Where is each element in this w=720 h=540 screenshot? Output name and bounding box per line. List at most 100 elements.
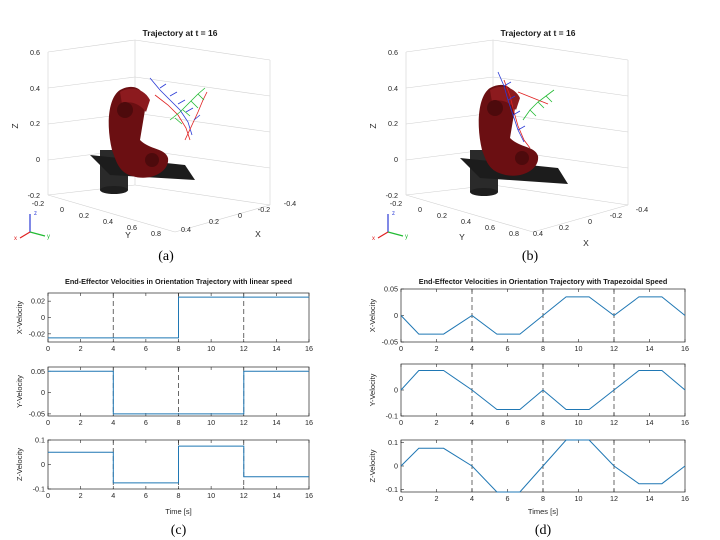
panel-b-x-tick: 0 xyxy=(588,217,592,226)
panel-a-x-tick: -0.4 xyxy=(284,199,296,208)
series-line-y-velocity xyxy=(48,370,309,415)
triad-x-label: x xyxy=(372,236,375,242)
panel-b-triad: z y x xyxy=(372,211,408,242)
panel-b-y-label: Y xyxy=(459,232,465,242)
panel-a-robot xyxy=(90,86,195,194)
panel-b-caption: (b) xyxy=(522,249,539,264)
panel-a-x-tick: 0.2 xyxy=(209,217,219,226)
x-tick-label: 12 xyxy=(240,491,248,500)
y-tick-label: -0.1 xyxy=(33,485,45,494)
x-tick-label: 16 xyxy=(305,418,313,427)
y-tick-label: 0.02 xyxy=(31,297,45,306)
panel-a-x-tick: 0.4 xyxy=(181,225,191,234)
panel-b-z-ticks: 0.6 0.4 0.2 0 -0.2 xyxy=(386,48,398,200)
x-tick-label: 10 xyxy=(575,494,583,503)
x-tick-label: 2 xyxy=(435,344,439,353)
panel-a-y-tick: 0.6 xyxy=(127,223,137,232)
panel-a-y-tick: -0.2 xyxy=(32,199,44,208)
panel-a-frames xyxy=(149,77,208,141)
x-tick-label: 4 xyxy=(111,418,115,427)
subplot-y-velocity: 0 2 4 6 8 10 12 14 160.050-0.05Y-Velocity xyxy=(15,366,313,427)
series-line-y-velocity xyxy=(400,370,686,410)
x-tick-label: 14 xyxy=(646,418,654,427)
panel-a-y-tick: 0.8 xyxy=(151,229,161,238)
triad-z-label: z xyxy=(392,211,395,217)
panel-b-y-tick: 0.2 xyxy=(437,211,447,220)
x-tick-label: 14 xyxy=(272,344,280,353)
x-tick-label: 10 xyxy=(575,344,583,353)
x-tick-label: 8 xyxy=(541,344,545,353)
panel-b-frames xyxy=(497,71,555,149)
y-tick-label: 0 xyxy=(41,313,45,322)
panel-3d-b: Trajectory at t = 16 xyxy=(368,28,648,264)
panel-b-z-tick: 0.6 xyxy=(388,48,398,57)
panel-a-z-label: Z xyxy=(10,123,20,128)
panel-a-y-tick: 0.2 xyxy=(79,211,89,220)
panel-a-x-tick: -0.2 xyxy=(258,205,270,214)
panel-b-y-tick: 0.6 xyxy=(485,223,495,232)
chart-0: End-Effector Velocities in Orientation T… xyxy=(15,277,313,538)
panel-a-y-label: Y xyxy=(125,230,131,240)
x-tick-label: 6 xyxy=(144,418,148,427)
x-tick-label: 4 xyxy=(470,344,474,353)
x-tick-label: 8 xyxy=(541,418,545,427)
x-tick-label: 10 xyxy=(207,344,215,353)
x-tick-label: 14 xyxy=(272,418,280,427)
y-tick-label: -0.1 xyxy=(386,485,398,494)
y-tick-label: 0.05 xyxy=(31,367,45,376)
x-tick-label: 6 xyxy=(144,491,148,500)
x-tick-label: 2 xyxy=(435,418,439,427)
x-tick-label: 0 xyxy=(46,491,50,500)
y-axis-label: Y-Velocity xyxy=(368,373,377,406)
x-tick-label: 10 xyxy=(575,418,583,427)
x-tick-label: 12 xyxy=(610,494,618,503)
panel-b-axes-box xyxy=(405,39,629,233)
subplot-z-velocity: 0 2 4 6 8 10 12 14 160.10-0.1Z-Velocity xyxy=(15,436,313,501)
x-tick-label: 6 xyxy=(506,494,510,503)
y-tick-label: 0 xyxy=(41,460,45,469)
x-tick-label: 6 xyxy=(144,344,148,353)
panel-a-z-tick: 0.4 xyxy=(30,84,40,93)
x-tick-label: 0 xyxy=(399,418,403,427)
panel-b-x-ticks: 0.4 0.2 0 -0.2 -0.4 xyxy=(533,205,648,238)
chart-caption: (c) xyxy=(171,523,187,538)
panel-b-x-label: X xyxy=(583,238,589,248)
panel-a-x-label: X xyxy=(255,229,261,239)
x-tick-label: 16 xyxy=(305,491,313,500)
subplot-x-velocity: 0 2 4 6 8 10 12 14 160.050-0.05X-Velocity xyxy=(368,285,689,354)
x-tick-label: 10 xyxy=(207,418,215,427)
x-tick-label: 0 xyxy=(399,494,403,503)
panel-b-y-tick: 0.8 xyxy=(509,229,519,238)
x-tick-label: 2 xyxy=(435,494,439,503)
x-tick-label: 8 xyxy=(177,418,181,427)
y-tick-label: 0 xyxy=(41,388,45,397)
panel-b-title: Trajectory at t = 16 xyxy=(501,28,576,38)
panel-a-x-tick: 0 xyxy=(238,211,242,220)
panel-b-y-tick: 0 xyxy=(418,205,422,214)
panel-b-z-tick: -0.2 xyxy=(386,191,398,200)
panel-b-x-tick: 0.4 xyxy=(533,229,543,238)
panel-b-z-tick: 0 xyxy=(394,155,398,164)
y-axis-label: Y-Velocity xyxy=(15,375,24,408)
chart-title: End-Effector Velocities in Orientation T… xyxy=(419,277,668,286)
panel-a-y-tick: 0 xyxy=(60,205,64,214)
triad-y-label: y xyxy=(405,234,408,240)
y-tick-label: 0.1 xyxy=(388,438,398,447)
y-tick-label: -0.02 xyxy=(29,329,45,338)
x-tick-label: 4 xyxy=(470,418,474,427)
y-tick-label: 0.05 xyxy=(384,285,398,294)
panel-b-robot xyxy=(460,84,568,196)
chart-1: End-Effector Velocities in Orientation T… xyxy=(368,277,689,538)
series-line-x-velocity xyxy=(48,296,309,339)
panel-a-z-tick: 0 xyxy=(36,155,40,164)
panel-a-y-ticks: -0.2 0 0.2 0.4 0.6 0.8 xyxy=(32,199,161,238)
panel-a-caption: (a) xyxy=(158,249,174,264)
y-tick-label: 0 xyxy=(394,386,398,395)
panel-b-y-ticks: -0.2 0 0.2 0.4 0.6 0.8 xyxy=(390,199,519,238)
x-tick-label: 8 xyxy=(177,491,181,500)
x-tick-label: 8 xyxy=(177,344,181,353)
x-tick-label: 14 xyxy=(646,344,654,353)
panel-a-z-tick: 0.6 xyxy=(30,48,40,57)
y-axis-label: X-Velocity xyxy=(15,301,24,335)
